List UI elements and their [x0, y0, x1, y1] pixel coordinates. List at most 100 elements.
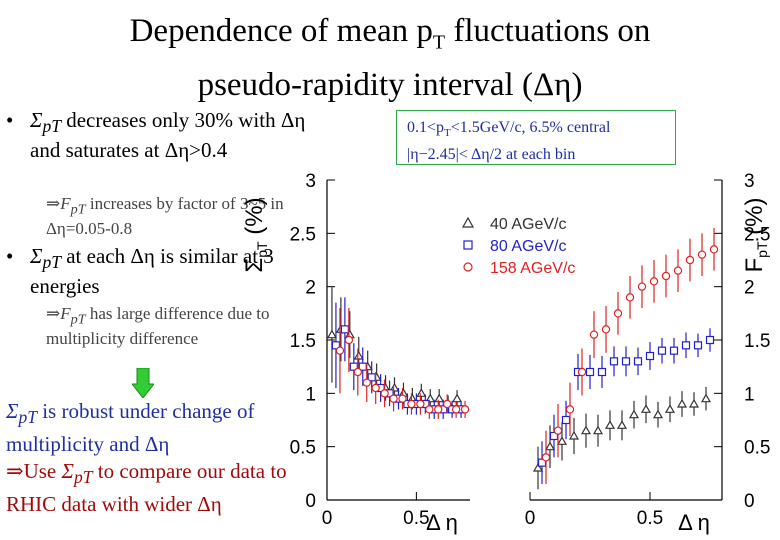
panel-1-series-2-point	[589, 330, 599, 339]
panel-1-series-0-point	[556, 436, 568, 445]
panel-1-series-0-point	[592, 425, 604, 435]
panel-1-series-2-point	[613, 309, 623, 318]
panel-0-series-2-point	[335, 346, 345, 355]
panel-1-series-0-point	[688, 398, 700, 408]
panel-1-series-0-point	[664, 404, 676, 413]
panel-1-series-2-point	[541, 453, 551, 462]
panel-1-series-2-point	[685, 255, 695, 265]
panel-1-series-1-point	[561, 415, 571, 425]
legend-marker-1	[463, 240, 473, 250]
panel-1-series-0-point	[700, 393, 712, 403]
panel-1-series-0-point	[604, 420, 616, 429]
panel-1-series-0-point	[568, 430, 580, 440]
cuts-line-1: 0.1<pT<1.5GeV/c, 6.5% central	[407, 119, 611, 140]
panel-1-series-0-point	[544, 441, 556, 451]
panel-1-ytick-label: 0	[744, 491, 755, 512]
panel-1-series-2-point	[553, 426, 563, 435]
panel-0-series-2-point	[362, 378, 371, 387]
panel-1-series-0-point	[532, 462, 544, 472]
panel-0-series-0-point	[353, 350, 364, 360]
panel-1-ytick-label: 1.5	[744, 331, 770, 352]
legend-label-0: 40 AGeV/c	[490, 216, 567, 233]
panel-1-series-0-point	[676, 398, 688, 408]
panel-0-series-2-point	[380, 389, 389, 398]
sub-bullet-2: ⇒FpT has large difference due to multipl…	[46, 304, 270, 349]
panel-0-ytick-label: 0	[305, 491, 316, 512]
panel-0-ytick-label: 0.5	[290, 438, 316, 459]
panel-0-ytick-label: 2.5	[290, 224, 316, 245]
panel-1-series-1-point	[621, 357, 631, 366]
conclusion-line-2: ⇒Use ΣpT to compare our data to RHIC dat…	[6, 459, 287, 517]
panel-1-ytick-label: 2	[744, 278, 755, 299]
panel-1-series-1-point	[681, 341, 691, 350]
panel-1-series-1-point	[657, 346, 667, 355]
legend-label-2: 158 AGeV/c	[490, 260, 575, 277]
panel-1-ytick-label: 3	[744, 171, 755, 192]
panel-0-series-0-point	[416, 388, 427, 397]
bullet-1: • ΣpT decreases only 30% with Δη and sat…	[6, 108, 306, 163]
title-line-1: Dependence of mean pT fluctuations on	[129, 13, 651, 54]
panel-0-series-2-point	[389, 394, 398, 403]
panel-0-series-2-point	[371, 383, 380, 393]
panel-1-ytick-label: 2.5	[744, 224, 770, 245]
panel-0-series-2-point	[460, 405, 470, 414]
conclusion-text: ΣpT is robust under change of multiplici…	[6, 398, 306, 518]
legend-label-1: 80 AGeV/c	[490, 238, 567, 255]
panel-0-series-0-point	[434, 393, 445, 403]
cuts-info-box: 0.1<pT<1.5GeV/c, 6.5% central |η−2.45|< …	[396, 110, 676, 165]
down-arrow-icon	[132, 368, 154, 398]
panel-1-series-2-point	[637, 282, 647, 291]
panel-1-xtick-label: 0	[525, 508, 536, 529]
panel-0-series-2-point	[416, 399, 425, 409]
panel-1-series-2-point	[565, 405, 575, 414]
panel-1-y-axis-label: FpT (%)	[741, 197, 770, 272]
legend-marker-2	[463, 262, 473, 272]
panel-0-series-2-point	[353, 367, 363, 377]
panel-1-series-1-point	[609, 357, 619, 366]
cuts-line-2: |η−2.45|< Δη/2 at each bin	[407, 146, 576, 164]
sub-bullet-1: ⇒FpT increases by factor of 3~5 in Δη=0.…	[46, 194, 284, 239]
panel-0-series-2-point	[398, 394, 407, 403]
panel-0-series-0-point	[452, 393, 463, 403]
panel-0-ytick-label: 1	[305, 384, 316, 405]
conclusion-line-1: ΣpT is robust under change of multiplici…	[6, 399, 255, 457]
panel-1-series-2-point	[577, 367, 587, 377]
panel-0-ytick-label: 1.5	[290, 331, 316, 352]
panel-1-series-1-point	[633, 357, 643, 366]
panel-1-series-2-point	[661, 271, 671, 281]
panel-1-series-1-point	[705, 335, 715, 345]
panel-1-x-axis-label: Δ η	[678, 510, 710, 535]
panel-0-series-2-point	[344, 335, 354, 345]
panel-1-series-1-point	[597, 367, 607, 377]
panel-1-series-2-point	[601, 325, 611, 334]
panel-0-xtick-label: 0.5	[403, 508, 429, 529]
panel-1-series-2-point	[649, 277, 659, 286]
panel-1-series-0-point	[640, 404, 652, 413]
panel-0-series-2-point	[425, 405, 434, 414]
panel-0-series-2-point	[434, 405, 443, 414]
panel-1-series-0-point	[628, 409, 640, 419]
panel-0-series-2-point	[451, 405, 461, 414]
legend-marker-0	[461, 216, 475, 228]
panel-0-series-2-point	[442, 399, 452, 409]
panel-1-series-2-point	[697, 250, 707, 259]
panel-0-y-axis-label: ΣpT (%)	[241, 197, 270, 272]
panel-0-xtick-label: 0	[322, 508, 333, 529]
panel-1-ytick-label: 0.5	[744, 438, 770, 459]
panel-1-series-0-point	[580, 425, 592, 435]
panel-1-series-1-point	[585, 367, 595, 377]
panel-0-series-2-point	[407, 399, 416, 409]
panel-1-series-0-point	[652, 409, 664, 419]
panel-0-ytick-label: 2	[305, 278, 316, 299]
panel-1-xtick-label: 0.5	[637, 508, 663, 529]
panel-0-series-1-point	[340, 325, 349, 334]
panel-0-ytick-label: 3	[305, 171, 316, 192]
panel-1-series-2-point	[709, 245, 719, 254]
panel-1-series-1-point	[645, 351, 655, 361]
panel-1-series-1-point	[669, 346, 679, 355]
panel-1-series-2-point	[625, 293, 635, 302]
panel-1-series-1-point	[693, 341, 703, 350]
panel-1-series-0-point	[616, 420, 628, 429]
panel-0-series-0-point	[326, 329, 337, 339]
